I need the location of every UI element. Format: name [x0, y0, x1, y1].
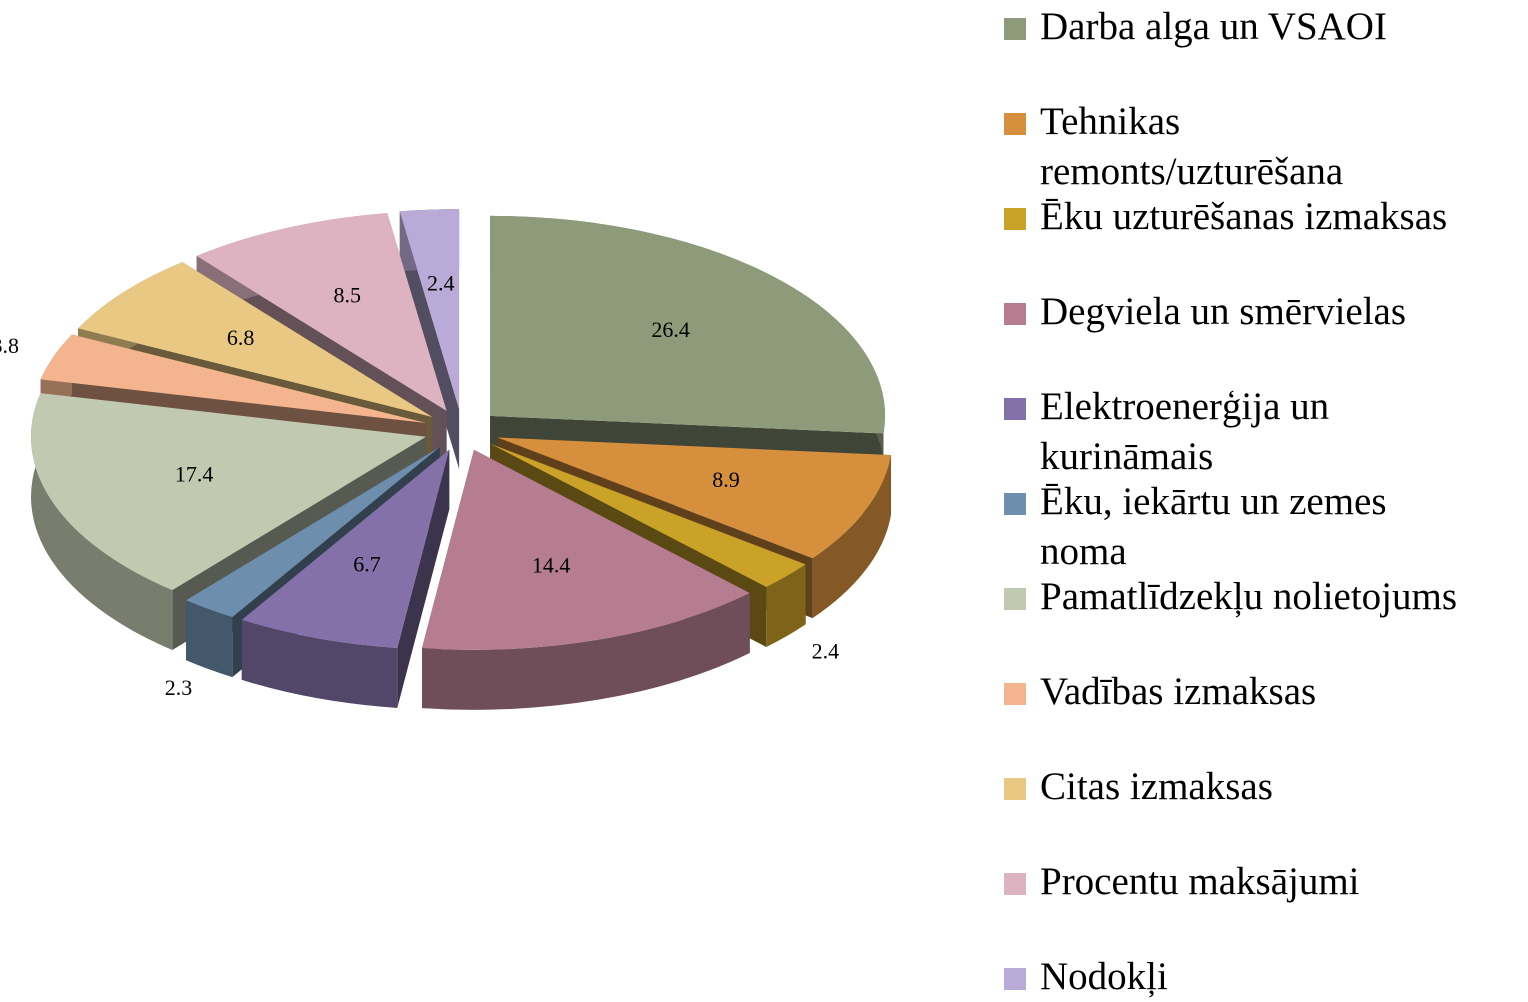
data-label: 8.9 [712, 467, 740, 492]
legend-swatch [1004, 303, 1026, 325]
legend-swatch [1004, 18, 1026, 40]
pie-area: 26.4 8.9 2.4 14.4 6.7 2.3 17.4 3.8 6.8 8.5 2.4 [0, 209, 891, 710]
slice-side [186, 446, 440, 661]
slice-top [40, 334, 427, 424]
legend-swatch [1004, 968, 1026, 990]
slice-top [497, 437, 891, 559]
legend-label: Tehnikas remonts/uzturēšana [1040, 100, 1344, 193]
legend-label: Nodokļi [1040, 955, 1168, 998]
slice-top [186, 446, 440, 618]
data-label: 2.4 [427, 271, 455, 296]
data-label: 2.4 [812, 638, 840, 663]
slice [241, 449, 450, 708]
legend-entry: Procentu maksājumi [1000, 857, 1480, 907]
legend-swatch [1004, 778, 1026, 800]
slice-wall [186, 600, 233, 678]
legend-swatch [1004, 873, 1026, 895]
legend-entry: Citas izmaksas [1000, 762, 1480, 812]
slice-wall [31, 393, 173, 651]
slice-top [490, 443, 806, 588]
data-label: 2.3 [165, 675, 193, 700]
legend-label: Elektroenerģija un kurināmais [1040, 385, 1330, 478]
legend-label: Darba alga un VSAOI [1040, 5, 1387, 48]
legend-entry: Tehnikas remonts/uzturēšana [1000, 97, 1480, 197]
legend-label: Degviela un smērvielas [1040, 290, 1407, 333]
slice [422, 449, 750, 710]
legend-label: Ēku uzturēšanas izmaksas [1040, 195, 1448, 238]
legend-entry: Nodokļi [1000, 952, 1480, 1002]
slice-top [422, 449, 750, 650]
legend-swatch [1004, 113, 1026, 135]
legend-label: Pamatlīdzekļu nolietojums [1040, 575, 1458, 618]
legend-swatch [1004, 588, 1026, 610]
legend-label: Vadības izmaksas [1040, 670, 1317, 713]
slice-wall [422, 593, 750, 710]
legend-swatch [1004, 493, 1026, 515]
data-label: 14.4 [532, 553, 571, 578]
slice-top [399, 209, 460, 410]
legend-entry: Darba alga un VSAOI [1000, 2, 1480, 52]
data-label: 6.8 [227, 325, 255, 350]
legend-label: Ēku, iekārtu un zemes noma [1040, 480, 1387, 573]
data-label: 3.8 [0, 333, 19, 358]
slice-top [241, 449, 450, 648]
slice-wall [812, 455, 891, 619]
legend-entry: Ēku uzturēšanas izmaksas [1000, 192, 1480, 242]
legend-swatch [1004, 398, 1026, 420]
slice-top [31, 393, 427, 591]
legend-label: Procentu maksājumi [1040, 860, 1360, 903]
legend-entry: Elektroenerģija un kurināmais [1000, 382, 1480, 482]
legend-entry: Pamatlīdzekļu nolietojums [1000, 572, 1480, 622]
slice-top [78, 262, 433, 417]
legend-entry: Vadības izmaksas [1000, 667, 1480, 717]
data-label: 6.7 [353, 552, 381, 577]
data-label: 17.4 [175, 462, 214, 487]
data-label: 26.4 [651, 317, 690, 342]
legend-swatch [1004, 208, 1026, 230]
slice-wall [241, 619, 398, 708]
slice-top [490, 215, 886, 434]
legend-entry: Degviela un smērvielas [1000, 287, 1480, 337]
data-label: 8.5 [333, 283, 361, 308]
legend-swatch [1004, 683, 1026, 705]
slice-wall [766, 564, 806, 648]
slice-top [196, 213, 447, 411]
legend-label: Citas izmaksas [1040, 765, 1273, 808]
legend-entry: Ēku, iekārtu un zemes noma [1000, 477, 1480, 577]
